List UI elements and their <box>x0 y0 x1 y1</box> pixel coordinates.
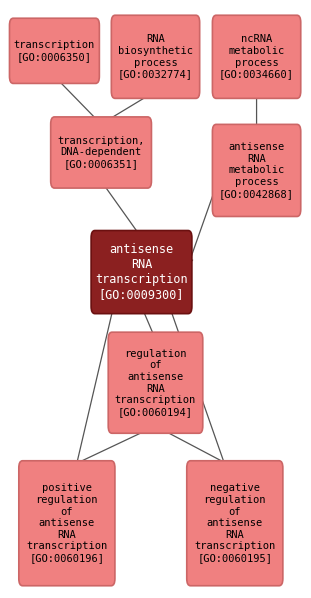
FancyBboxPatch shape <box>212 16 301 98</box>
FancyBboxPatch shape <box>111 16 200 98</box>
FancyBboxPatch shape <box>187 460 283 586</box>
FancyBboxPatch shape <box>212 124 301 216</box>
Text: positive
regulation
of
antisense
RNA
transcription
[GO:0060196]: positive regulation of antisense RNA tra… <box>26 483 108 563</box>
Text: negative
regulation
of
antisense
RNA
transcription
[GO:0060195]: negative regulation of antisense RNA tra… <box>194 483 276 563</box>
Text: antisense
RNA
metabolic
process
[GO:0042868]: antisense RNA metabolic process [GO:0042… <box>219 142 294 199</box>
Text: transcription,
DNA-dependent
[GO:0006351]: transcription, DNA-dependent [GO:0006351… <box>57 136 145 169</box>
FancyBboxPatch shape <box>91 230 192 313</box>
Text: transcription
[GO:0006350]: transcription [GO:0006350] <box>14 40 95 62</box>
Text: antisense
RNA
transcription
[GO:0009300]: antisense RNA transcription [GO:0009300] <box>95 243 188 301</box>
FancyBboxPatch shape <box>19 460 115 586</box>
Text: regulation
of
antisense
RNA
transcription
[GO:0060194]: regulation of antisense RNA transcriptio… <box>115 349 196 417</box>
FancyBboxPatch shape <box>51 117 151 188</box>
Text: ncRNA
metabolic
process
[GO:0034660]: ncRNA metabolic process [GO:0034660] <box>219 35 294 79</box>
FancyBboxPatch shape <box>108 332 203 433</box>
FancyBboxPatch shape <box>9 19 100 83</box>
Text: RNA
biosynthetic
process
[GO:0032774]: RNA biosynthetic process [GO:0032774] <box>118 35 193 79</box>
